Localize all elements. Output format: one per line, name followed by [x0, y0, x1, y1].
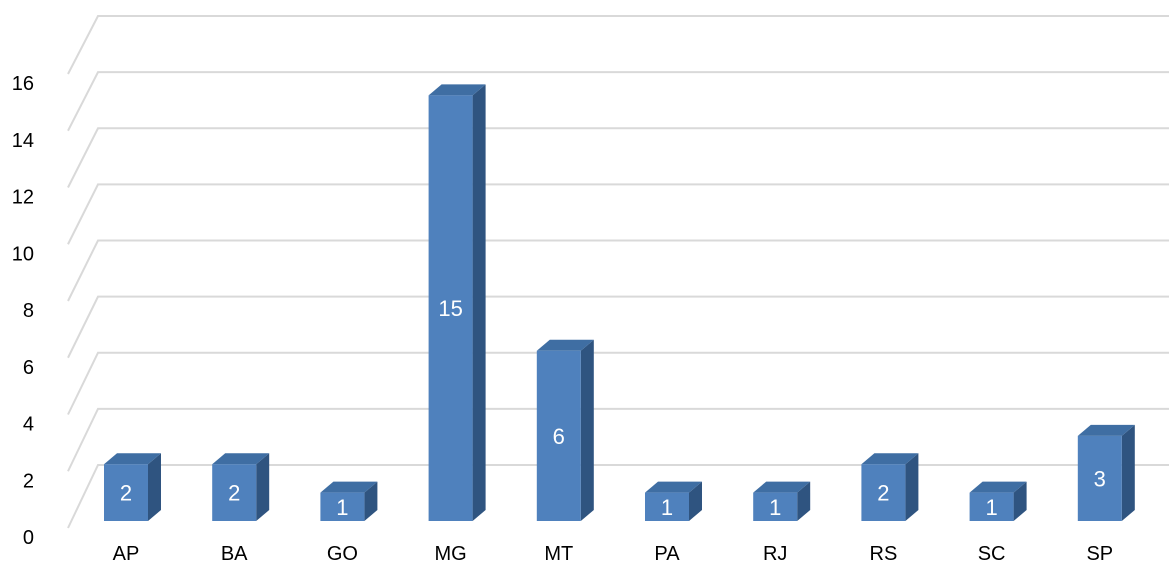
y-tick-label: 6 [23, 357, 34, 379]
bar-top [320, 481, 378, 493]
bar-top [104, 453, 161, 465]
bars: 2 2 1 15 6 1 1 2 1 3 [104, 84, 1135, 521]
bar-top [212, 453, 270, 465]
bar-top [1077, 424, 1135, 436]
bar-side [797, 481, 811, 521]
x-tick-label: RJ [763, 543, 787, 565]
data-label: 6 [553, 424, 565, 449]
y-axis-ticks: 0 2 4 6 8 10 12 14 16 [12, 73, 34, 549]
bar-front [536, 350, 581, 521]
bar-side [689, 481, 702, 521]
x-tick-label: RS [870, 543, 898, 565]
data-label: 2 [228, 481, 240, 506]
bar-side [256, 453, 270, 521]
x-tick-label: AP [113, 543, 140, 565]
x-tick-label: MG [434, 543, 466, 565]
bar-pa: 1 [645, 481, 702, 521]
bar-top [753, 481, 811, 493]
x-tick-label: SC [978, 543, 1006, 565]
bar-mg: 15 [428, 84, 486, 521]
gridlines [67, 15, 1169, 529]
y-tick-label: 8 [23, 300, 34, 322]
bar-mt: 6 [536, 339, 594, 521]
bar-front [428, 95, 473, 521]
y-tick-label: 12 [12, 187, 34, 209]
bar-front [753, 492, 798, 521]
bar-side [1121, 424, 1135, 521]
data-label: 2 [877, 481, 889, 506]
data-label: 1 [769, 495, 781, 520]
x-tick-label: BA [221, 543, 248, 565]
bar-ba: 2 [212, 453, 270, 521]
gridline [67, 183, 1169, 245]
bar-side [364, 481, 378, 521]
bar-front [1077, 435, 1122, 521]
y-tick-label: 2 [23, 470, 34, 492]
gridline [67, 295, 1169, 359]
bar-front [212, 464, 257, 521]
bar-front [861, 464, 906, 521]
bar-top [645, 481, 702, 493]
bar-sc: 1 [969, 481, 1027, 521]
y-tick-label: 4 [23, 414, 34, 436]
bar-side [905, 453, 919, 521]
y-tick-label: 10 [12, 243, 34, 265]
y-tick-label: 0 [23, 527, 34, 549]
data-label: 1 [661, 495, 673, 520]
gridline [67, 239, 1169, 302]
data-label: 3 [1094, 466, 1106, 491]
bar-sp: 3 [1077, 424, 1135, 521]
gridline [67, 407, 1169, 472]
x-tick-label: GO [327, 543, 358, 565]
bar-top [428, 84, 486, 96]
bar-front [969, 492, 1014, 521]
x-tick-label: MT [544, 543, 573, 565]
bar-top [861, 453, 919, 465]
y-tick-label: 16 [12, 73, 34, 95]
bar-side [580, 339, 594, 521]
bar-side [472, 84, 486, 521]
bar-front [320, 492, 365, 521]
gridline [67, 15, 1169, 75]
bar-front [645, 492, 689, 521]
bar-side [1013, 481, 1027, 521]
gridline [67, 464, 1169, 529]
bar-rj: 1 [753, 481, 811, 521]
x-axis-ticks: AP BA GO MG MT PA RJ RS SC SP [113, 543, 1113, 565]
x-tick-label: SP [1086, 543, 1113, 565]
data-label: 15 [438, 296, 462, 321]
data-label: 2 [120, 481, 132, 506]
data-label: 1 [336, 495, 348, 520]
bar-rs: 2 [861, 453, 919, 521]
bar-ap: 2 [104, 453, 161, 521]
data-label: 1 [985, 495, 997, 520]
gridline [67, 127, 1169, 188]
gridline [67, 71, 1169, 132]
y-tick-label: 14 [12, 130, 34, 152]
x-tick-label: PA [654, 543, 680, 565]
gridline [67, 351, 1169, 415]
bar-top [536, 339, 594, 351]
bar-go: 1 [320, 481, 378, 521]
bar-side [148, 453, 161, 521]
bar-front [104, 464, 148, 521]
bar-top [969, 481, 1027, 493]
